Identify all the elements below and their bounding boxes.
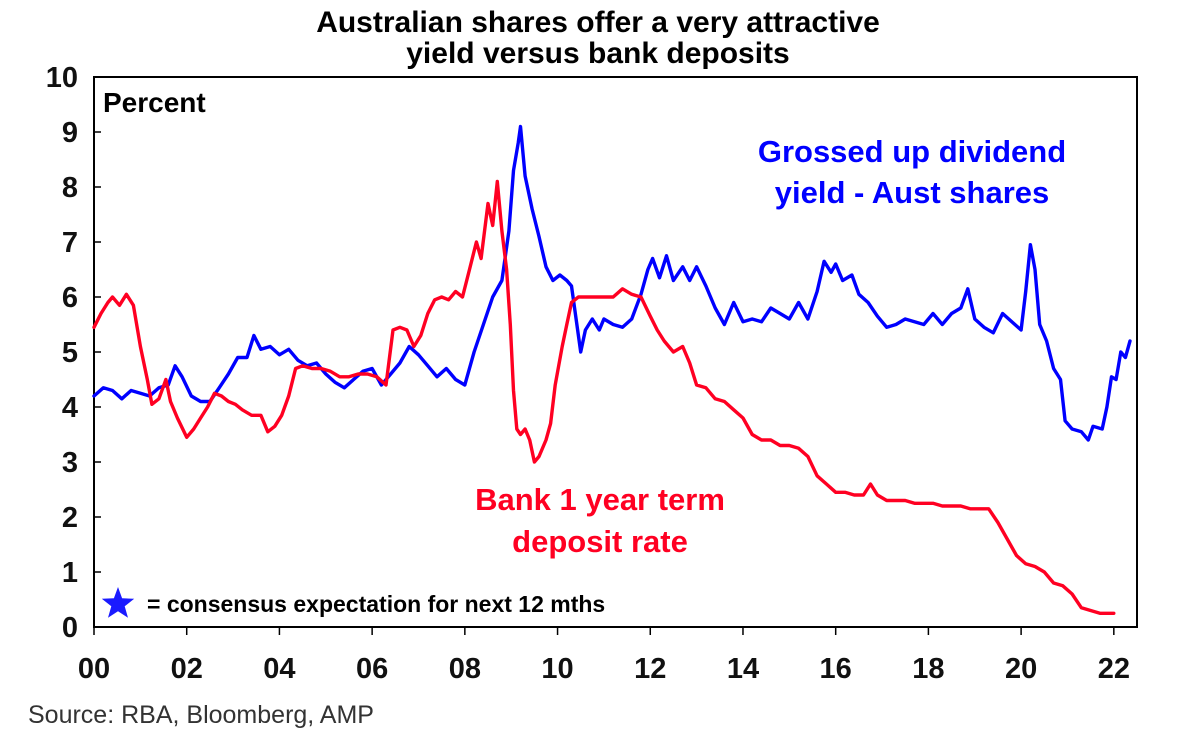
series-line-dividend-yield — [92, 124, 1132, 442]
y-tick-label: 10 — [46, 62, 78, 94]
y-tick-label: 0 — [62, 612, 78, 644]
y-tick-label: 3 — [62, 447, 78, 479]
x-tick-label: 12 — [634, 653, 666, 685]
red-series-label-line-2: deposit rate — [512, 524, 688, 559]
x-tick-label: 10 — [541, 653, 573, 685]
x-tick-label: 08 — [449, 653, 481, 685]
y-tick-label: 8 — [62, 172, 78, 204]
x-tick-label: 06 — [356, 653, 388, 685]
blue-series-label-line-2: yield - Aust shares — [775, 175, 1050, 210]
chart-title-line-1: Australian shares offer a very attractiv… — [316, 6, 880, 39]
chart-title-line-2: yield versus bank deposits — [406, 37, 789, 70]
legend-note: = consensus expectation for next 12 mths — [147, 591, 605, 617]
y-tick-label: 4 — [62, 392, 78, 424]
source-note: Source: RBA, Bloomberg, AMP — [28, 701, 374, 729]
x-axis: 00 02 04 06 08 10 12 14 16 18 20 22 — [78, 627, 1130, 685]
series-line-term-deposit — [92, 179, 1116, 615]
x-tick-label: 04 — [263, 653, 295, 685]
y-tick-label: 9 — [62, 117, 78, 149]
y-axis: 0 1 2 3 4 5 6 7 8 9 10 — [46, 62, 101, 644]
x-tick-label: 20 — [1005, 653, 1037, 685]
y-tick-label: 6 — [62, 282, 78, 314]
y-tick-label: 1 — [62, 557, 78, 589]
y-tick-label: 7 — [62, 227, 78, 259]
x-tick-label: 14 — [727, 653, 759, 685]
y-unit-label: Percent — [103, 87, 206, 118]
blue-series-label-line-1: Grossed up dividend — [758, 134, 1066, 169]
y-tick-label: 5 — [62, 337, 78, 369]
x-tick-label: 02 — [171, 653, 203, 685]
x-tick-label: 18 — [912, 653, 944, 685]
x-tick-label: 16 — [820, 653, 852, 685]
x-tick-label: 22 — [1098, 653, 1130, 685]
x-tick-label: 00 — [78, 653, 110, 685]
star-icon — [101, 587, 135, 618]
series-layer — [92, 124, 1132, 615]
y-tick-label: 2 — [62, 502, 78, 534]
red-series-label-line-1: Bank 1 year term — [475, 482, 725, 517]
